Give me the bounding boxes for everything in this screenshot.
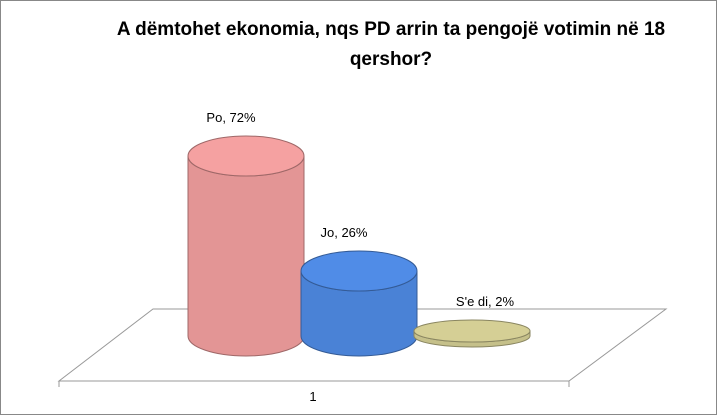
cylinder-top [300,250,418,292]
floor [57,308,668,382]
x-tick-label: 1 [309,389,316,404]
data-label: Jo, 26% [321,225,368,240]
cylinder-top [187,135,305,177]
data-label: S'e di, 2% [456,294,515,309]
cylinder-body [187,155,305,357]
data-label: Po, 72% [206,110,256,125]
cylinder-top [413,319,531,343]
chart-title: A dëmtohet ekonomia, nqs PD arrin ta pen… [116,19,666,70]
